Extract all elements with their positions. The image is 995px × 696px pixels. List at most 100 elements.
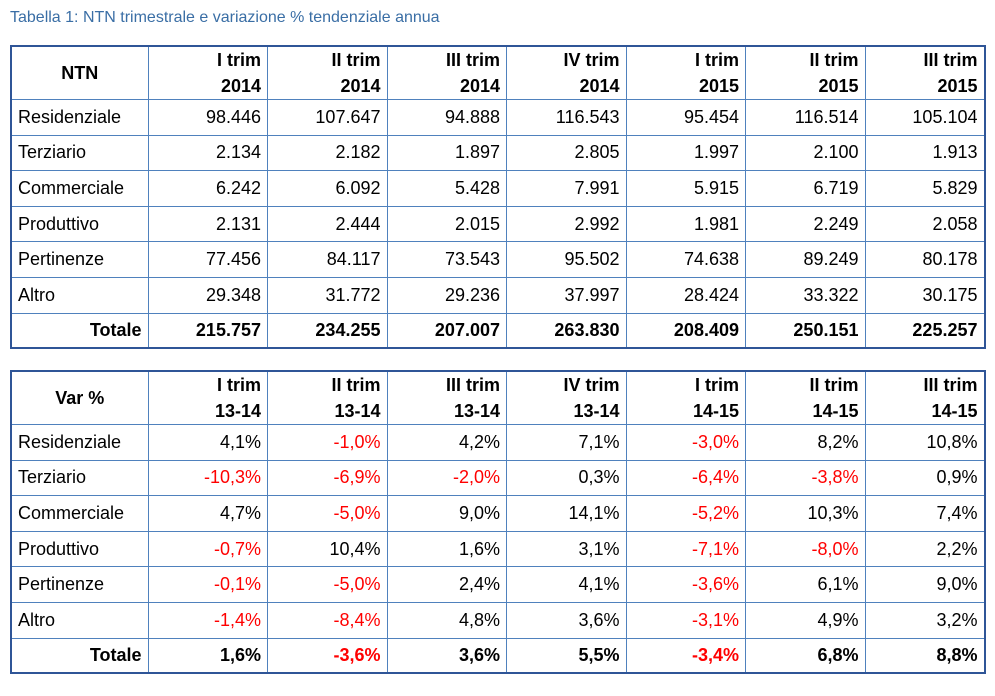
table-cell: -3,8% — [745, 459, 866, 497]
table-cell: 14,1% — [506, 495, 627, 532]
ntn-table: NTN I trim 2014 II trim 2014 III trim 2014 IV t… — [10, 45, 986, 349]
table-cell: 2.992 — [506, 205, 627, 243]
column-header: II trim 2014 — [267, 45, 388, 100]
column-header: IV trim 13-14 — [506, 370, 627, 425]
table-cell: 7.991 — [506, 170, 627, 207]
column-header-year: 13-14 — [334, 401, 381, 421]
table-cell: -0,7% — [147, 530, 268, 568]
row-label: Produttivo — [10, 530, 149, 568]
table-cell: 98.446 — [147, 99, 268, 136]
table-cell: -8,0% — [745, 530, 866, 568]
corner-header: NTN — [10, 45, 149, 100]
table-cell: 2.444 — [267, 205, 388, 243]
column-header-quarter: III trim — [445, 375, 500, 395]
table-cell: 2.131 — [147, 205, 268, 243]
column-header-year: 13-14 — [453, 401, 500, 421]
table-cell: 30.175 — [864, 276, 985, 314]
table-cell: -2,0% — [386, 459, 507, 497]
table-row: Terziario -10,3% -6,9% -2,0% 0,3% -6,4% -3,8% 0… — [10, 459, 985, 497]
table-row: Commerciale 4,7% -5,0% 9,0% 14,1% -5,2% 10,3% 7… — [10, 495, 985, 532]
table-cell: 107.647 — [267, 99, 388, 136]
table-cell: 6,1% — [745, 566, 866, 603]
total-cell: -3,4% — [625, 637, 746, 674]
total-row: Totale 1,6% -3,6% 3,6% 5,5% -3,4% 6,8% 8,8% — [10, 637, 985, 674]
table-cell: -8,4% — [267, 601, 388, 639]
table-cell: 80.178 — [864, 241, 985, 278]
table-cell: 84.117 — [267, 241, 388, 278]
table-cell: 9,0% — [864, 566, 985, 603]
table-cell: 2.805 — [506, 134, 627, 172]
table-cell: 4,1% — [506, 566, 627, 603]
column-header: I trim 14-15 — [625, 370, 746, 425]
table-cell: -3,1% — [625, 601, 746, 639]
row-label: Produttivo — [10, 205, 149, 243]
column-header: III trim 14-15 — [864, 370, 985, 425]
table-cell: 95.502 — [506, 241, 627, 278]
column-header-year: 2014 — [459, 76, 500, 96]
column-header-quarter: IV trim — [563, 375, 620, 395]
corner-header: Var % — [10, 370, 149, 425]
column-header: III trim 2014 — [386, 45, 507, 100]
table-row: Residenziale 4,1% -1,0% 4,2% 7,1% -3,0% 8,2% 10… — [10, 424, 985, 461]
total-cell: 263.830 — [506, 312, 627, 349]
column-header-year: 2015 — [818, 76, 859, 96]
row-label: Terziario — [10, 459, 149, 497]
column-header-quarter: I trim — [694, 375, 739, 395]
table-cell: -3,6% — [625, 566, 746, 603]
table-cell: 10,4% — [267, 530, 388, 568]
table-row: Residenziale 98.446 107.647 94.888 116.543 95… — [10, 99, 985, 136]
table-cell: -1,4% — [147, 601, 268, 639]
column-header-year: 14-15 — [812, 401, 859, 421]
total-cell: 1,6% — [147, 637, 268, 674]
table-cell: 1,6% — [386, 530, 507, 568]
table-cell: 116.514 — [745, 99, 866, 136]
var-table: Var % I trim 13-14 II trim 13-14 III trim 13-1… — [10, 370, 986, 674]
table-cell: 28.424 — [625, 276, 746, 314]
table-cell: 77.456 — [147, 241, 268, 278]
table-cell: 95.454 — [625, 99, 746, 136]
table-cell: -5,0% — [267, 495, 388, 532]
table-cell: 0,3% — [506, 459, 627, 497]
table-cell: -1,0% — [267, 424, 388, 461]
row-label: Residenziale — [10, 99, 149, 136]
column-header: I trim 2014 — [147, 45, 268, 100]
row-label: Altro — [10, 276, 149, 314]
column-header: III trim 2015 — [864, 45, 985, 100]
column-header-year: 2014 — [579, 76, 620, 96]
table-row: Produttivo 2.131 2.444 2.015 2.992 1.981 2.249… — [10, 205, 985, 243]
table-cell: -6,9% — [267, 459, 388, 497]
table-cell: -6,4% — [625, 459, 746, 497]
total-cell: -3,6% — [267, 637, 388, 674]
table-cell: -0,1% — [147, 566, 268, 603]
column-header: IV trim 2014 — [506, 45, 627, 100]
table-cell: 5.428 — [386, 170, 507, 207]
total-label: Totale — [10, 312, 149, 349]
table-cell: 2.249 — [745, 205, 866, 243]
table-cell: 29.348 — [147, 276, 268, 314]
total-cell: 234.255 — [267, 312, 388, 349]
table-cell: 105.104 — [864, 99, 985, 136]
table-cell: 7,1% — [506, 424, 627, 461]
total-cell: 250.151 — [745, 312, 866, 349]
column-header-quarter: I trim — [694, 50, 739, 70]
table-cell: -10,3% — [147, 459, 268, 497]
table-cell: 2.134 — [147, 134, 268, 172]
column-header-year: 2014 — [220, 76, 261, 96]
total-cell: 6,8% — [745, 637, 866, 674]
table-cell: 2.100 — [745, 134, 866, 172]
row-label: Commerciale — [10, 170, 149, 207]
table-caption: Tabella 1: NTN trimestrale e variazione … — [10, 9, 440, 26]
column-header-year: 13-14 — [214, 401, 261, 421]
table-row: Pertinenze 77.456 84.117 73.543 95.502 74.638… — [10, 241, 985, 278]
column-header-year: 14-15 — [931, 401, 978, 421]
table-row: Altro -1,4% -8,4% 4,8% 3,6% -3,1% 4,9% 3,2% — [10, 601, 985, 639]
table-cell: 5.915 — [625, 170, 746, 207]
row-label: Altro — [10, 601, 149, 639]
column-header-year: 2014 — [340, 76, 381, 96]
column-header: II trim 14-15 — [745, 370, 866, 425]
table-cell: 31.772 — [267, 276, 388, 314]
table-cell: 89.249 — [745, 241, 866, 278]
column-header: I trim 13-14 — [147, 370, 268, 425]
table-cell: 1.897 — [386, 134, 507, 172]
column-header: I trim 2015 — [625, 45, 746, 100]
